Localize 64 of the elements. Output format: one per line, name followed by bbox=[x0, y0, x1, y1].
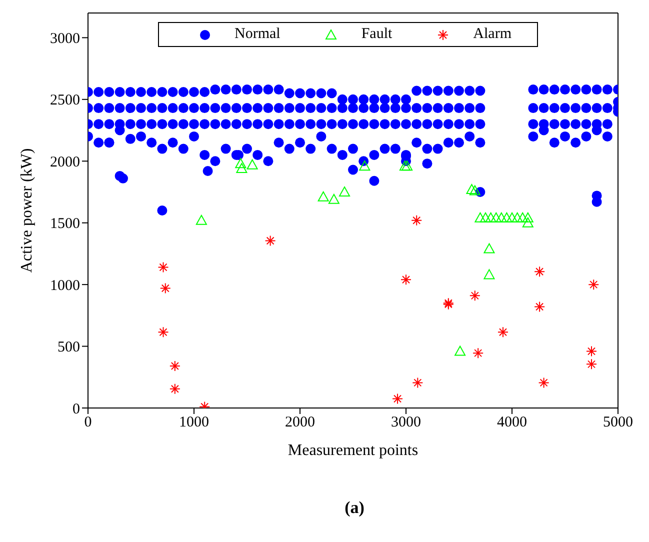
point bbox=[264, 235, 276, 246]
point bbox=[538, 377, 550, 388]
point bbox=[236, 163, 248, 174]
point bbox=[246, 159, 258, 170]
x-tick-label: 2000 bbox=[285, 414, 315, 431]
x-tick-label: 5000 bbox=[603, 414, 633, 431]
point bbox=[497, 326, 508, 338]
y-tick-label: 500 bbox=[58, 340, 80, 356]
point bbox=[484, 243, 495, 254]
y-axis-title: Active power (kW) bbox=[18, 148, 36, 273]
y-tick-label: 0 bbox=[72, 401, 80, 418]
point bbox=[506, 212, 518, 222]
point bbox=[469, 290, 480, 302]
y-tick-label: 2000 bbox=[50, 154, 80, 170]
x-tick-label: 0 bbox=[84, 414, 92, 431]
legend-label: Normal bbox=[234, 26, 280, 43]
point bbox=[392, 393, 404, 404]
point bbox=[490, 212, 502, 222]
point bbox=[399, 160, 410, 171]
point bbox=[501, 212, 512, 222]
point bbox=[512, 212, 523, 222]
point bbox=[586, 358, 597, 370]
point bbox=[318, 191, 329, 202]
point bbox=[466, 184, 478, 194]
point bbox=[158, 262, 169, 273]
point bbox=[235, 158, 246, 168]
y-tick-label: 1000 bbox=[50, 278, 80, 294]
y-tick-label: 1500 bbox=[50, 216, 80, 232]
point bbox=[517, 212, 528, 222]
point bbox=[588, 279, 600, 290]
point bbox=[158, 326, 169, 338]
point bbox=[485, 212, 496, 222]
point bbox=[472, 348, 484, 359]
point bbox=[469, 185, 480, 196]
y-tick-label: 3000 bbox=[50, 31, 80, 48]
x-axis-title: Measurement points bbox=[288, 442, 418, 459]
point bbox=[484, 269, 495, 280]
point bbox=[160, 282, 171, 294]
point bbox=[534, 266, 546, 278]
point bbox=[411, 214, 422, 226]
x-tick-label: 4000 bbox=[497, 414, 527, 431]
point bbox=[522, 217, 534, 228]
point bbox=[412, 377, 424, 388]
point bbox=[402, 160, 413, 171]
point bbox=[454, 346, 466, 356]
point bbox=[496, 212, 507, 222]
point bbox=[400, 274, 412, 286]
point bbox=[169, 383, 180, 394]
point bbox=[328, 194, 340, 204]
point bbox=[196, 214, 207, 225]
point bbox=[339, 186, 350, 196]
legend-label: Alarm bbox=[473, 26, 512, 43]
y-tick-label: 2500 bbox=[50, 92, 80, 109]
text: (a) bbox=[344, 498, 366, 518]
point bbox=[359, 160, 370, 171]
point bbox=[534, 301, 546, 312]
point bbox=[522, 212, 534, 222]
point bbox=[586, 346, 597, 357]
point bbox=[169, 360, 180, 372]
point bbox=[474, 212, 486, 222]
x-tick-label: 3000 bbox=[391, 414, 421, 431]
x-tick-label: 1000 bbox=[179, 414, 209, 431]
legend-label: Fault bbox=[361, 26, 392, 43]
point bbox=[480, 212, 491, 222]
